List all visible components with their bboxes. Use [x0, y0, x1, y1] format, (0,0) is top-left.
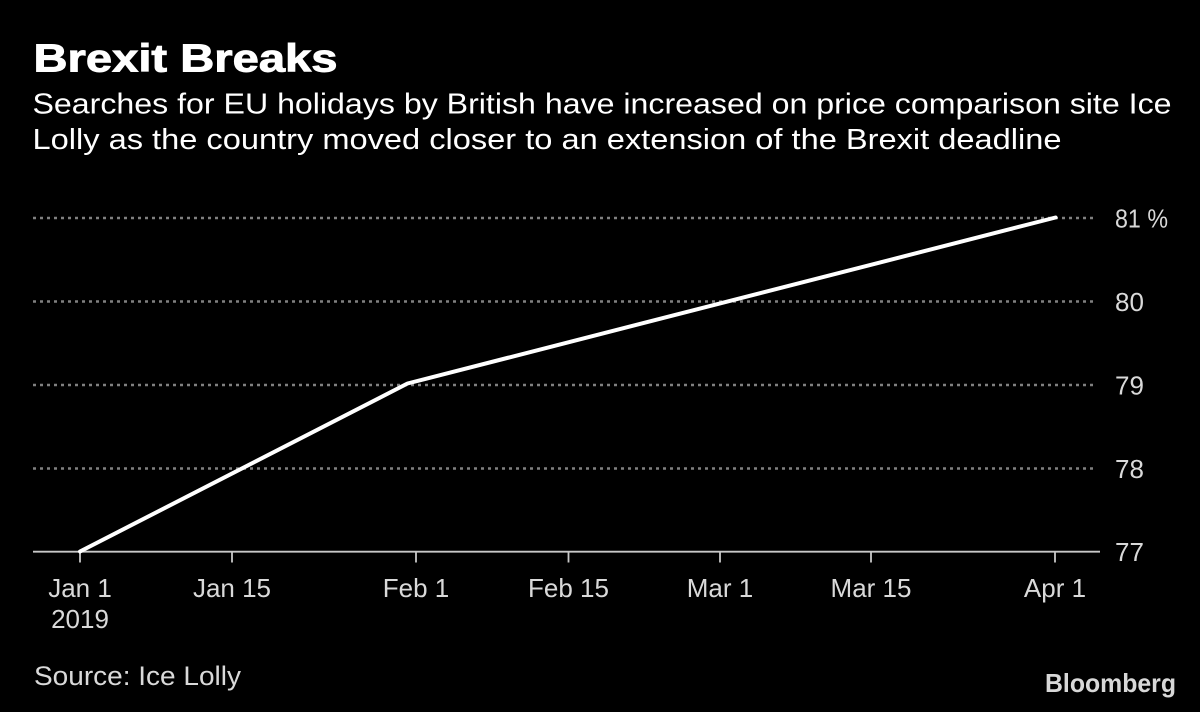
svg-text:Feb 1: Feb 1: [383, 573, 450, 603]
svg-text:Brexit Breaks: Brexit Breaks: [34, 38, 338, 81]
svg-text:78: 78: [1115, 454, 1144, 484]
svg-text:Bloomberg: Bloomberg: [1045, 668, 1176, 698]
svg-text:Source: Ice Lolly: Source: Ice Lolly: [34, 661, 242, 691]
svg-text:79: 79: [1115, 371, 1144, 401]
svg-text:2019: 2019: [51, 604, 109, 634]
svg-text:Jan 15: Jan 15: [193, 573, 271, 603]
svg-text:Searches for EU holidays by Br: Searches for EU holidays by British have…: [33, 89, 1172, 121]
svg-text:81 %: 81 %: [1115, 204, 1168, 234]
svg-text:Apr 1: Apr 1: [1024, 573, 1086, 603]
svg-text:Jan 1: Jan 1: [48, 573, 112, 603]
svg-text:Mar 1: Mar 1: [687, 573, 753, 603]
svg-text:Lolly as the country moved clo: Lolly as the country moved closer to an …: [33, 124, 1062, 156]
svg-text:80: 80: [1115, 287, 1144, 317]
svg-text:Feb 15: Feb 15: [528, 573, 609, 603]
svg-text:77: 77: [1115, 537, 1144, 567]
svg-text:Mar 15: Mar 15: [831, 573, 912, 603]
